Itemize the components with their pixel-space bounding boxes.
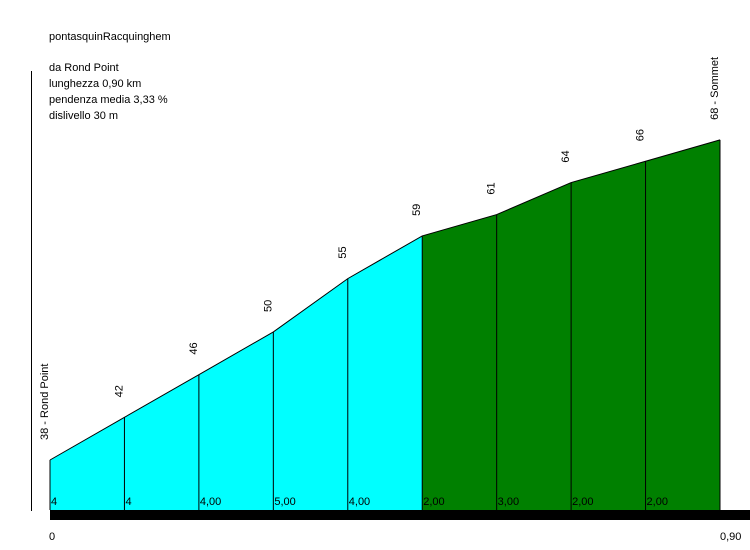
- gradient-label-8: 2,00: [572, 496, 593, 508]
- gradient-label-5: 4,00: [349, 496, 370, 508]
- length-text: lunghezza 0,90 km: [49, 78, 142, 90]
- profile-segment-4: [273, 278, 348, 510]
- profile-segment-1: [50, 417, 125, 510]
- profile-segment-6: [422, 214, 497, 510]
- start-point-text: da Rond Point: [49, 62, 119, 74]
- elevation-label-7: 61: [486, 182, 498, 194]
- profile-segment-7: [496, 182, 572, 510]
- gradient-text: pendenza media 3,33 %: [49, 94, 168, 106]
- profile-outline: [49, 139, 721, 461]
- profile-segment-3: [198, 331, 274, 510]
- distance-axis-bar: [50, 510, 750, 520]
- gradient-label-9: 2,00: [647, 496, 668, 508]
- elevation-label-9: 66: [635, 129, 647, 141]
- chart-title: pontasquinRacquinghem: [49, 31, 171, 43]
- profile-segment-5: [347, 235, 423, 510]
- profile-segment-8: [571, 161, 646, 511]
- elevation-label-2: 42: [113, 385, 125, 397]
- gradient-label-7: 3,00: [498, 496, 519, 508]
- gradient-label-3: 4,00: [200, 496, 221, 508]
- elevation-label-10: 68 - Sommet: [709, 57, 721, 120]
- elevation-label-8: 64: [560, 150, 572, 162]
- x-axis-start-label: 0: [49, 531, 56, 543]
- elevation-label-3: 46: [188, 342, 200, 354]
- elevation-label-5: 55: [337, 246, 349, 258]
- elevation-label-6: 59: [411, 204, 423, 216]
- gradient-label-1: 4: [51, 496, 57, 508]
- elevation-label-4: 50: [262, 300, 274, 312]
- elevation-gain-text: dislivello 30 m: [49, 110, 119, 122]
- x-axis-end-label: 0,90: [720, 531, 742, 543]
- gradient-label-2: 4: [125, 496, 131, 508]
- gradient-label-4: 5,00: [274, 496, 295, 508]
- left-axis-line: [31, 71, 32, 511]
- profile-segment-2: [124, 374, 199, 510]
- gradient-label-6: 2,00: [423, 496, 444, 508]
- elevation-label-1: 38 - Rond Point: [39, 364, 51, 440]
- profile-segment-9: [645, 139, 720, 510]
